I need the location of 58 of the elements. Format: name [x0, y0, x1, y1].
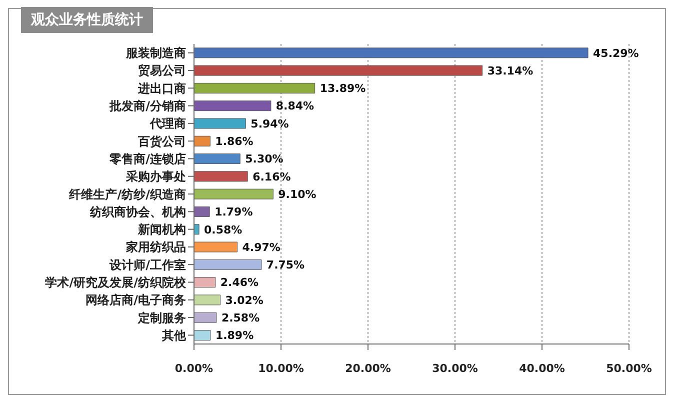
y-tick-label: 设计师/工作室: [108, 258, 186, 272]
bar: [194, 224, 200, 235]
data-label: 6.16%: [252, 170, 291, 184]
bar: [194, 65, 483, 76]
data-label: 7.75%: [266, 258, 305, 272]
y-tick-label: 采购办事处: [125, 170, 186, 184]
data-label: 0.58%: [204, 223, 242, 236]
data-label: 5.30%: [245, 152, 284, 166]
x-tick-label: 30.00%: [432, 362, 478, 375]
x-tick-label: 50.00%: [606, 362, 652, 375]
bar: [194, 154, 240, 164]
data-label: 3.02%: [225, 294, 264, 307]
y-tick-label: 网络店商/电子商务: [86, 293, 186, 308]
data-label: 4.97%: [242, 240, 280, 254]
y-tick-label: 零售商/连锁店: [108, 152, 186, 166]
y-tick-label: 其他: [161, 328, 187, 342]
y-tick-label: 新闻机构: [137, 222, 186, 237]
chart-title: 观众业务性质统计: [21, 7, 153, 33]
data-label: 5.94%: [250, 117, 289, 130]
bar: [194, 242, 238, 252]
bar: [194, 82, 316, 94]
data-label: 2.46%: [220, 276, 259, 290]
data-label: 8.84%: [276, 100, 314, 113]
data-label: 1.79%: [214, 206, 253, 219]
y-tick-label: 学术/研究及发展/纺织院校: [45, 275, 187, 290]
x-tick-label: 40.00%: [519, 362, 565, 375]
bar: [194, 294, 221, 306]
data-label: 9.10%: [278, 188, 316, 201]
y-tick-label: 定制服务: [137, 310, 186, 325]
y-tick-label: 家用纺织品: [125, 240, 186, 254]
x-tick-label: 0.00%: [174, 362, 214, 375]
y-tick-label: 服装制造商: [125, 46, 186, 60]
bar: [194, 259, 262, 270]
bar: [194, 277, 216, 288]
y-tick-label: 纺织商协会、机构: [89, 204, 186, 219]
y-tick-label: 批发商/分销商: [108, 99, 186, 114]
data-label: 2.58%: [221, 311, 260, 324]
bar: [194, 171, 248, 182]
data-label: 13.89%: [320, 82, 366, 96]
data-label: 1.89%: [215, 329, 254, 342]
bar: [194, 48, 588, 58]
data-label: 45.29%: [593, 46, 639, 60]
bar: [194, 188, 274, 200]
x-tick-label: 20.00%: [345, 362, 391, 375]
bar: [194, 312, 217, 323]
x-tick-label: 10.00%: [258, 362, 304, 375]
y-tick-label: 代理商: [149, 116, 186, 131]
y-tick-label: 进出口商: [137, 81, 186, 96]
bar: [194, 136, 210, 146]
bar: [194, 330, 211, 340]
bar: [194, 206, 210, 217]
bar: [194, 118, 246, 129]
data-label: 1.86%: [215, 135, 254, 148]
y-tick-label: 贸易公司: [138, 64, 186, 78]
y-tick-label: 纤维生产/纺纱/织造商: [68, 187, 186, 202]
y-tick-label: 百货公司: [137, 134, 186, 148]
data-label: 33.14%: [487, 64, 534, 78]
bar: [194, 100, 272, 112]
